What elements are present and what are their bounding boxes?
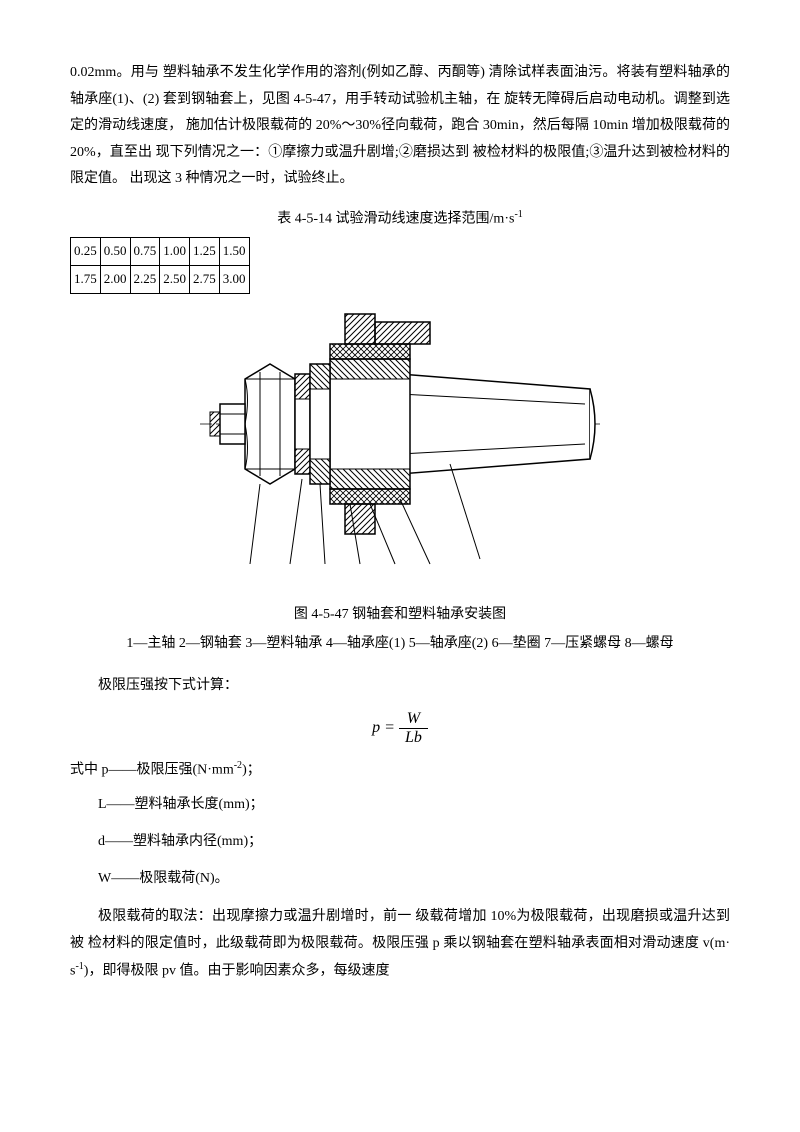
formula-lhs: p <box>372 719 380 736</box>
formula-numerator: W <box>399 710 428 729</box>
cell: 2.25 <box>130 265 160 293</box>
figure-legend: 1—主轴 2—钢轴套 3—塑料轴承 4—轴承座(1) 5—轴承座(2) 6—垫圈… <box>70 631 730 658</box>
cell: 0.50 <box>100 238 130 266</box>
table-caption: 表 4-5-14 试验滑动线速度选择范围/m·s-1 <box>70 205 730 233</box>
cell: 1.00 <box>160 238 190 266</box>
cell: 1.75 <box>71 265 101 293</box>
cell: 2.50 <box>160 265 190 293</box>
cell: 2.00 <box>100 265 130 293</box>
definitions-list: L——塑料轴承长度(mm)； d——塑料轴承内径(mm)； W——极限载荷(N)… <box>70 792 730 892</box>
cell: 0.25 <box>71 238 101 266</box>
calc-intro: 极限压强按下式计算： <box>70 673 730 700</box>
intro-paragraph: 0.02mm。用与 塑料轴承不发生化学作用的溶剂(例如乙醇、丙酮等) 清除试样表… <box>70 60 730 193</box>
table-caption-sup: -1 <box>514 209 522 220</box>
closing-b: )，即得极限 pv 值。由于影响因素众多，每级速度 <box>84 964 390 979</box>
defs-intro-sup: -2 <box>234 760 242 771</box>
defs-intro: 式中 p——极限压强(N·mm-2)； <box>70 756 730 784</box>
def-L: L——塑料轴承长度(mm)； <box>98 792 730 819</box>
cell: 0.75 <box>130 238 160 266</box>
def-d: d——塑料轴承内径(mm)； <box>98 829 730 856</box>
defs-intro-tail: )； <box>242 763 261 778</box>
formula: p = W Lb <box>70 710 730 746</box>
cell: 1.25 <box>190 238 220 266</box>
table-caption-text: 表 4-5-14 试验滑动线速度选择范围/m·s <box>277 212 514 227</box>
table-row: 1.75 2.00 2.25 2.50 2.75 3.00 <box>71 265 250 293</box>
figure-diagram <box>70 304 730 595</box>
formula-denominator: Lb <box>399 729 428 747</box>
def-W: W——极限载荷(N)。 <box>98 866 730 893</box>
table-row: 0.25 0.50 0.75 1.00 1.25 1.50 <box>71 238 250 266</box>
closing-paragraph: 极限载荷的取法：出现摩擦力或温升剧增时，前一 级载荷增加 10%为极限载荷，出现… <box>70 904 730 985</box>
bearing-diagram-svg <box>190 304 610 584</box>
closing-sup: -1 <box>75 961 83 972</box>
figure-caption: 图 4-5-47 钢轴套和塑料轴承安装图 <box>70 602 730 629</box>
speed-table: 0.25 0.50 0.75 1.00 1.25 1.50 1.75 2.00 … <box>70 237 250 293</box>
cell: 2.75 <box>190 265 220 293</box>
cell: 3.00 <box>219 265 249 293</box>
defs-intro-text: 式中 p——极限压强(N·mm <box>70 763 234 778</box>
cell: 1.50 <box>219 238 249 266</box>
